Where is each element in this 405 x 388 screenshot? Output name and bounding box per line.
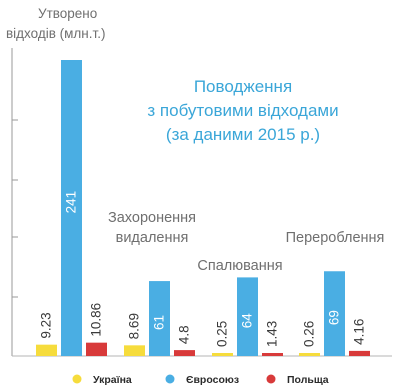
category-label-3: Перероблення [286,230,385,246]
bar-eu-1 [149,281,170,356]
legend-label-eu: Євросоюз [186,374,239,386]
bar-poland-3 [349,350,370,356]
data-labels: 9.23 8.69 0.25 0.26 241 61 64 69 10.86 4.8 1.43 4.1… [39,191,367,347]
value-label-poland-3: 4.16 [352,319,367,345]
y-axis-label-line-1: Утворено [38,6,97,21]
value-label-poland-0: 10.86 [89,303,104,337]
value-label-poland-2: 1.43 [265,321,280,347]
legend-swatch-poland [266,374,276,384]
value-label-ukraine-2: 0.25 [215,321,230,347]
legend-swatch-ukraine [72,374,82,384]
category-label-1-line-1: Захоронення [108,210,196,226]
value-label-eu-3: 69 [327,310,342,325]
bar-eu-3 [324,271,345,356]
bar-poland-0 [86,342,107,356]
bar-ukraine-0 [36,344,57,356]
category-labels: Захоронення видалення СпалюванняПерероблен… [108,210,384,274]
bar-eu-2 [237,277,258,356]
value-label-ukraine-1: 8.69 [127,313,142,339]
chart-title-line-1: Поводження [194,77,292,96]
bar-poland-1 [174,350,195,356]
value-label-eu-1: 61 [152,315,167,330]
category-label-2: Спалювання [197,258,282,274]
legend-label-ukraine: Україна [93,374,132,386]
y-axis-label-line-2: відходів (млн.т.) [6,26,105,41]
bar-eu-0 [61,60,82,356]
value-label-poland-1: 4.8 [177,325,192,344]
value-label-eu-0: 241 [64,191,79,214]
value-label-ukraine-3: 0.26 [302,321,317,347]
category-label-1-line-2: видалення [116,230,189,246]
chart-title-line-2: з побутовими відходами [147,101,338,120]
legend-swatch-eu [165,374,175,384]
chart-title-line-3: (за даними 2015 р.) [166,125,320,144]
legend-label-poland: Польща [287,374,329,386]
bars [36,60,370,356]
y-axis-label: Утворено відходів (млн.т.) [6,6,105,41]
bar-poland-2 [262,353,283,356]
value-label-ukraine-0: 9.23 [39,312,54,338]
legend: Україна Євросоюз Польща [72,374,329,386]
bar-ukraine-1 [124,345,145,356]
bar-ukraine-2 [212,353,233,356]
value-label-eu-2: 64 [240,313,255,329]
chart-title: Поводження з побутовими відходами (за да… [147,77,338,144]
bar-ukraine-3 [299,353,320,356]
